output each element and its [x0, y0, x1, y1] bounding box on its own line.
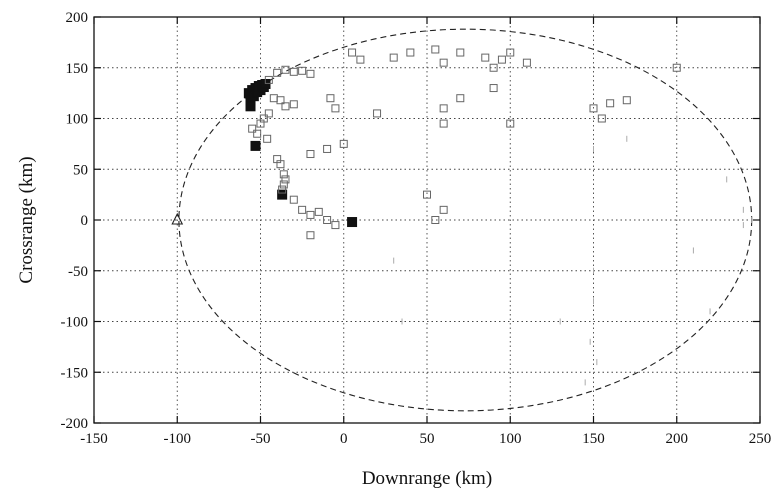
- data-points: [243, 14, 753, 386]
- x-tick-label: 100: [499, 431, 522, 447]
- open-square-point: [253, 129, 262, 138]
- x-axis-title: Downrange (km): [362, 468, 492, 489]
- grid-lines: [94, 17, 760, 423]
- open-square-point: [278, 185, 287, 194]
- open-square-point: [389, 53, 398, 62]
- filled-square-point: [277, 189, 288, 200]
- open-square-point: [279, 180, 288, 189]
- open-square-point: [256, 119, 265, 128]
- open-square-point: [281, 102, 290, 111]
- open-square-point: [348, 48, 357, 57]
- open-square-point: [331, 104, 340, 113]
- open-square-point: [489, 84, 498, 93]
- open-square-point: [456, 94, 465, 103]
- filled-square-point: [347, 217, 358, 228]
- open-square-point: [273, 68, 282, 77]
- y-axis-title: Crossrange (km): [16, 156, 37, 283]
- x-tick-label: 0: [340, 431, 348, 447]
- open-square-point: [306, 150, 315, 159]
- open-square-point: [456, 48, 465, 57]
- open-square-point: [423, 190, 431, 199]
- x-tick-label: -100: [164, 431, 192, 447]
- open-square-point: [289, 67, 298, 76]
- y-tick-label: 50: [73, 162, 88, 178]
- open-square-point: [298, 66, 307, 75]
- open-square-point: [506, 119, 515, 128]
- open-square-point: [622, 96, 631, 105]
- x-tick-label: -150: [80, 431, 108, 447]
- open-square-point: [439, 119, 448, 128]
- y-tick-label: 200: [66, 10, 89, 26]
- open-square-point: [306, 231, 315, 240]
- open-square-point: [276, 96, 285, 105]
- filled-square-point: [245, 101, 256, 112]
- open-square-point: [264, 109, 273, 118]
- open-square-point: [276, 160, 285, 169]
- open-square-point: [489, 63, 498, 72]
- open-square-point: [439, 104, 448, 113]
- y-tick-label: -50: [68, 264, 88, 280]
- open-square-point: [339, 139, 348, 148]
- x-tick-label: 250: [749, 431, 772, 447]
- y-tick-label: 150: [66, 61, 89, 77]
- open-square-point: [373, 109, 382, 118]
- open-square-point: [331, 221, 340, 230]
- filled-square-point: [250, 140, 261, 151]
- x-tick-label: -50: [251, 431, 271, 447]
- open-square-point: [522, 58, 531, 67]
- open-square-point: [281, 65, 290, 74]
- open-square-point: [279, 170, 288, 179]
- open-square-point: [298, 205, 307, 214]
- open-square-point: [439, 205, 448, 214]
- open-square-point: [306, 210, 315, 219]
- x-tick-label: 200: [666, 431, 689, 447]
- y-tick-label: -150: [61, 365, 89, 381]
- triangle-marker: [171, 212, 184, 225]
- open-square-point: [597, 114, 606, 123]
- open-square-point: [356, 55, 365, 64]
- open-square-point: [606, 99, 615, 108]
- open-square-point: [497, 55, 506, 64]
- y-tick-label: -200: [61, 416, 89, 432]
- open-square-point: [306, 69, 315, 78]
- open-square-point: [289, 100, 298, 109]
- open-square-point: [263, 134, 272, 143]
- open-square-point: [314, 207, 323, 216]
- open-square-point: [431, 216, 440, 224]
- open-square-point: [506, 48, 515, 57]
- x-tick-label: 150: [582, 431, 605, 447]
- y-tick-label: 100: [66, 112, 89, 128]
- open-square-point: [589, 104, 598, 113]
- x-tick-label: 50: [420, 431, 435, 447]
- open-square-point: [323, 216, 332, 224]
- open-square-point: [269, 94, 278, 103]
- open-square-point: [431, 45, 440, 54]
- open-square-point: [264, 75, 273, 84]
- open-square-point: [406, 48, 415, 57]
- open-square-point: [481, 53, 490, 62]
- open-square-point: [439, 58, 448, 67]
- y-tick-label: -100: [61, 315, 89, 331]
- open-square-point: [326, 94, 335, 103]
- axis-ticks: [93, 16, 761, 424]
- y-tick-label: 0: [81, 213, 89, 229]
- tick-labels: -150 -100 -50 0 50 100 150 200 250 200 150 100 50 0 -5…: [61, 10, 772, 447]
- open-square-point: [672, 63, 681, 72]
- open-square-point: [248, 124, 257, 133]
- open-square-point: [281, 175, 290, 184]
- open-square-point: [289, 195, 298, 204]
- open-square-point: [323, 144, 332, 153]
